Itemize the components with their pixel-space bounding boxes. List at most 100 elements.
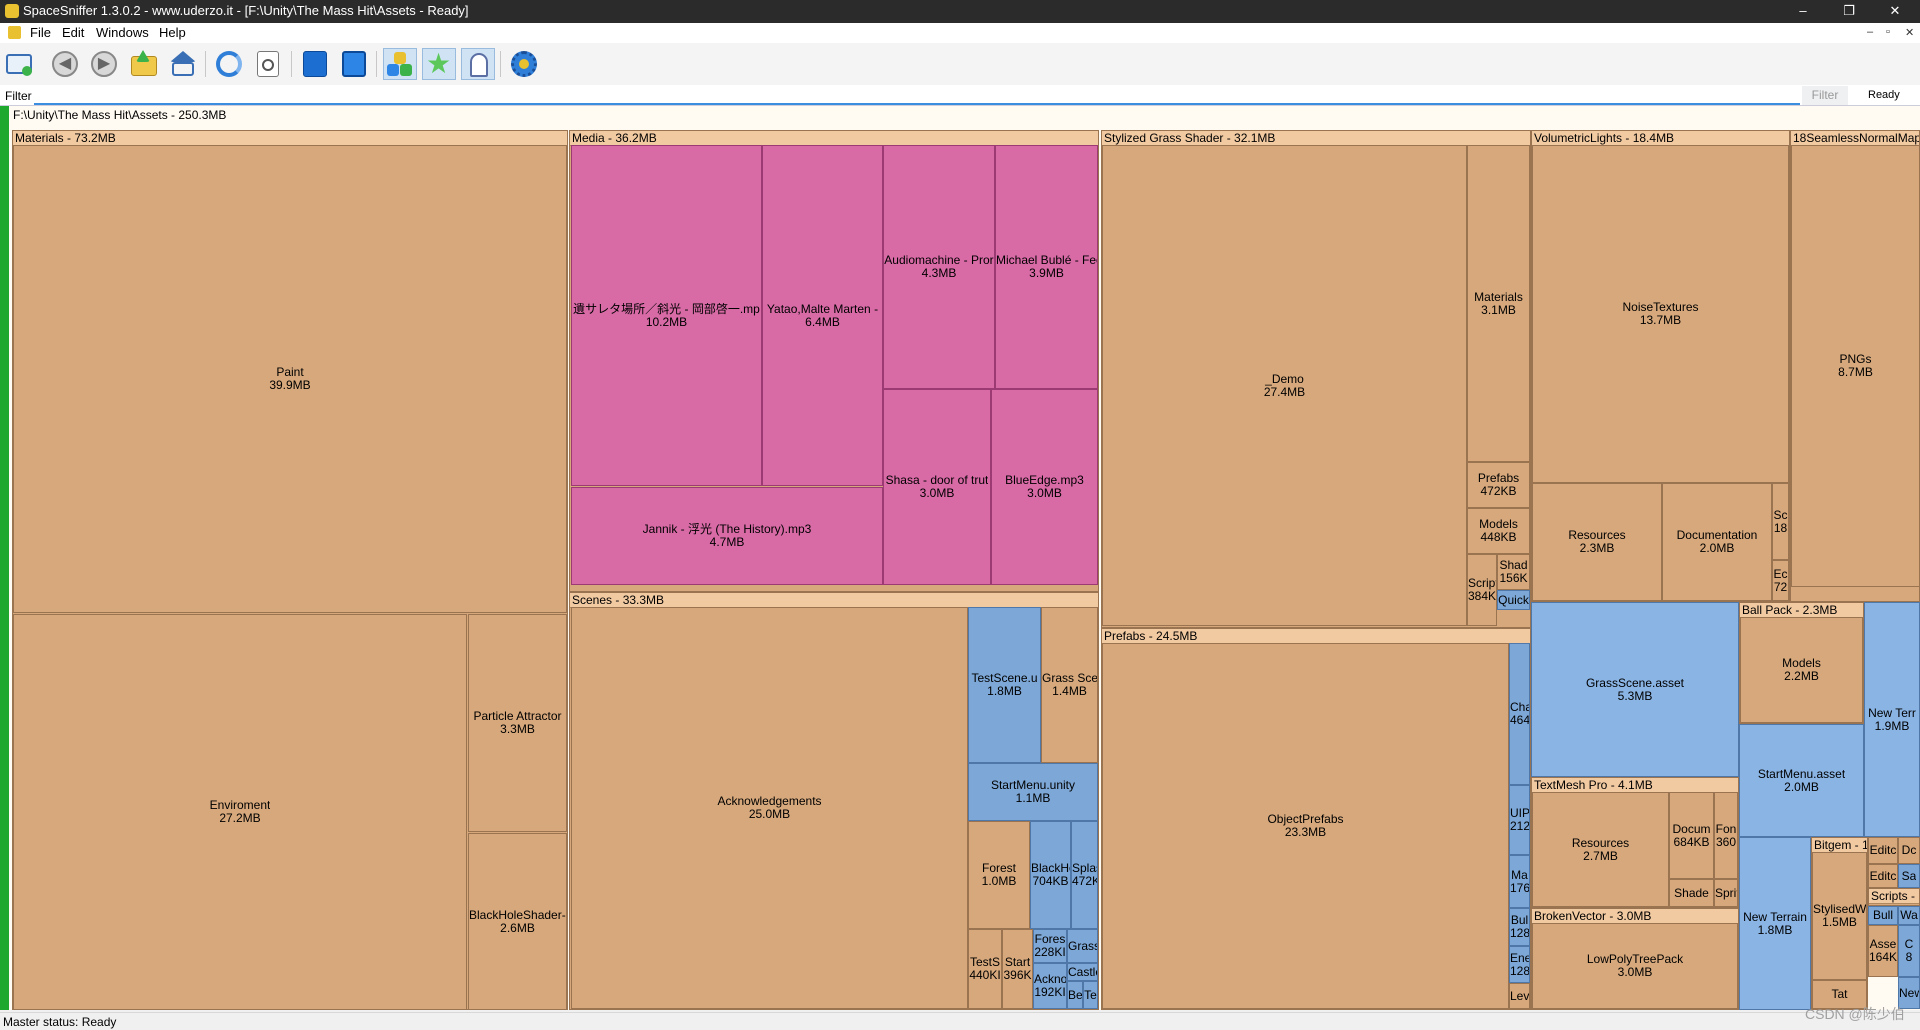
treemap-node-fores[interactable]: Fores 228KI — [1033, 929, 1067, 963]
forward-icon[interactable]: ▶ — [87, 48, 121, 80]
restore-button[interactable]: ❐ — [1843, 3, 1855, 18]
treemap-node-te[interactable]: Te — [1083, 981, 1098, 1009]
treemap-node-castle[interactable]: Castle — [1067, 963, 1098, 981]
blue-cube-icon[interactable] — [298, 48, 332, 80]
treemap-node-bg-tab[interactable]: Tat — [1812, 980, 1867, 1009]
treemap-node-misc-wa[interactable]: Wa — [1898, 906, 1920, 925]
treemap-node-grass-s[interactable]: Grass — [1067, 929, 1098, 963]
treemap-node-grassscene-asset[interactable]: GrassScene.asset 5.3MB — [1531, 602, 1739, 777]
menu-windows[interactable]: Windows — [96, 25, 149, 40]
node-name: Editc — [1869, 844, 1897, 857]
mdi-minimize-button[interactable]: – — [1867, 26, 1874, 38]
treemap-node-tm-sprite[interactable]: Sprite — [1714, 879, 1738, 907]
treemap-node-ackno[interactable]: Ackno 192KI — [1033, 963, 1067, 1009]
treemap-node-pf-cha[interactable]: Cha464 — [1509, 643, 1530, 785]
treemap-node-enviroment[interactable]: Enviroment 27.2MB — [13, 614, 467, 1010]
treemap-node-song3[interactable]: Audiomachine - Pror 4.3MB — [883, 145, 995, 389]
treemap-node-song1[interactable]: 遺サレタ場所／斜光 - 岡部啓一.mp 10.2MB — [571, 145, 762, 486]
boxes-icon[interactable] — [383, 48, 417, 80]
treemap-node-grassscene-s[interactable]: Grass Scer 1.4MB — [1041, 607, 1098, 763]
treemap-node-objectprefabs[interactable]: ObjectPrefabs 23.3MB — [1102, 643, 1509, 1009]
treemap-node-misc-sa[interactable]: Sa — [1898, 864, 1920, 888]
treemap-node-paint[interactable]: Paint 39.9MB — [13, 145, 567, 613]
treemap-node-pf-ene[interactable]: Ene128 — [1509, 946, 1530, 983]
treemap-node-tm-resources[interactable]: Resources 2.7MB — [1532, 792, 1669, 907]
treemap-node-misc-editc2[interactable]: Editc — [1868, 864, 1898, 888]
treemap-node-song4[interactable]: Michael Bublé - Fee 3.9MB — [995, 145, 1098, 389]
node-size: 8.7MB — [1838, 366, 1873, 379]
treemap-node-newterrain[interactable]: New Terrain 1.8MB — [1739, 837, 1811, 1010]
treemap-node-pngs[interactable]: PNGs 8.7MB — [1791, 145, 1920, 587]
treemap-node-particle[interactable]: Particle Attractor 3.3MB — [468, 614, 567, 832]
menu-help[interactable]: Help — [159, 25, 186, 40]
treemap-node-sg-script[interactable]: Script384KI — [1467, 554, 1497, 626]
node-size: 396K — [1003, 969, 1032, 982]
settings-icon[interactable] — [507, 48, 541, 80]
treemap-node-startmenu-asset[interactable]: StartMenu.asset 2.0MB — [1739, 724, 1864, 837]
treemap-node-pf-lev[interactable]: Lev — [1509, 983, 1530, 1009]
treemap-node-noise[interactable]: NoiseTextures 13.7MB — [1532, 145, 1789, 483]
treemap-node-vl-resources[interactable]: Resources 2.3MB — [1532, 483, 1662, 601]
treemap-node-forest[interactable]: Forest 1.0MB — [968, 821, 1030, 929]
treemap-node-pf-bul[interactable]: Bul 128 — [1509, 908, 1530, 946]
treemap-node-song2[interactable]: Yatao,Malte Marten -6.4MB — [762, 145, 883, 486]
treemap-node-song6[interactable]: Shasa - door of trut 3.0MB — [883, 389, 991, 585]
treemap-node-sg-quick[interactable]: Quick — [1497, 590, 1530, 610]
treemap-node-tm-fon[interactable]: Fon 360 — [1714, 792, 1738, 879]
treemap-node-stylisedw[interactable]: StylisedW 1.5MB — [1812, 852, 1867, 980]
new-scan-icon[interactable] — [2, 48, 36, 80]
treemap-node-sg-models[interactable]: Models 448KB — [1467, 508, 1530, 554]
menu-file[interactable]: File — [30, 25, 51, 40]
treemap-node-misc-bull[interactable]: Bull — [1868, 906, 1898, 925]
treemap-node-vl-doc[interactable]: Documentation 2.0MB — [1662, 483, 1772, 601]
export-icon[interactable] — [251, 48, 285, 80]
refresh-icon[interactable] — [212, 48, 246, 80]
treemap-node-sg-shad[interactable]: Shad 156K — [1497, 554, 1530, 590]
treemap-node-misc-dc[interactable]: Dc — [1898, 837, 1920, 864]
treemap-node-song7[interactable]: BlueEdge.mp3 3.0MB — [991, 389, 1098, 585]
mdi-close-button[interactable]: ✕ — [1905, 27, 1915, 39]
treemap-node-tm-shade[interactable]: Shade — [1669, 879, 1714, 907]
treemap-node-blackhole[interactable]: BlackHoleShader-r 2.6MB — [468, 833, 567, 1010]
minimize-button[interactable]: – — [1799, 3, 1807, 18]
treemap-node-sg-materials[interactable]: Materials 3.1MB — [1467, 145, 1530, 462]
treemap-node-ack[interactable]: Acknowledgements 25.0MB — [571, 607, 968, 1009]
treemap-node-tests[interactable]: TestS 440KI — [968, 929, 1002, 1009]
treemap-node-vl-ec[interactable]: Ec 72 — [1772, 560, 1789, 601]
up-folder-icon[interactable] — [127, 48, 161, 80]
treemap-node-scripts-hdr[interactable]: Scripts - — [1868, 888, 1920, 906]
treemap-node-bp-models[interactable]: Models 2.2MB — [1740, 617, 1863, 723]
home-icon[interactable] — [166, 48, 200, 80]
close-button[interactable]: ✕ — [1889, 3, 1901, 18]
treemap-node-testscene[interactable]: TestScene.u 1.8MB — [968, 607, 1041, 763]
treemap-node-blackh[interactable]: BlackHo704KB — [1030, 821, 1071, 929]
node-name: Grass Scer — [1042, 672, 1097, 685]
treemap-node-label: BlackHoleShader-r 2.6MB — [469, 909, 566, 935]
treemap-node-be[interactable]: Be — [1067, 981, 1083, 1009]
treemap-node-misc-editc1[interactable]: Editc — [1868, 837, 1898, 864]
ghost-icon[interactable] — [461, 48, 495, 80]
menu-edit[interactable]: Edit — [62, 25, 85, 40]
treemap-node-pf-uip[interactable]: UIP 212 — [1509, 785, 1530, 855]
filter-input[interactable] — [34, 86, 1800, 105]
treemap-node-pf-ma[interactable]: Ma 176 — [1509, 855, 1530, 908]
treemap-node-splas[interactable]: Splas472K — [1071, 821, 1098, 929]
treemap-node-vl-sc[interactable]: Sc 18 — [1772, 483, 1789, 560]
filter-button[interactable]: Filter — [1802, 86, 1848, 105]
treemap-node-misc-asse[interactable]: Asse 164K — [1868, 925, 1898, 977]
treemap-node-tm-docum[interactable]: Docum 684KB — [1669, 792, 1714, 879]
star-icon[interactable]: ★ — [422, 48, 456, 80]
treemap-node-startmenu-s[interactable]: StartMenu.unity 1.1MB — [968, 763, 1098, 821]
treemap-node-sg-prefabs[interactable]: Prefabs 472KB — [1467, 462, 1530, 508]
mdi-restore-button[interactable]: ▫ — [1886, 26, 1890, 38]
treemap-node-lowpoly[interactable]: LowPolyTreePack 3.0MB — [1532, 923, 1738, 1009]
treemap-node-song5[interactable]: Jannik - 浮光 (The History).mp3 4.7MB — [571, 487, 883, 585]
treemap-node-newterr1[interactable]: New Terr 1.9MB — [1864, 602, 1920, 837]
treemap-node-misc-new[interactable]: New — [1898, 977, 1920, 1009]
treemap-node-start[interactable]: Start 396K — [1002, 929, 1033, 1009]
back-icon[interactable]: ◀ — [48, 48, 82, 80]
blue-cube-outline-icon[interactable] — [337, 48, 371, 80]
treemap-node-demo[interactable]: _Demo 27.4MB — [1102, 145, 1467, 626]
treemap-node-label: New Terr 1.9MB — [1868, 707, 1916, 733]
